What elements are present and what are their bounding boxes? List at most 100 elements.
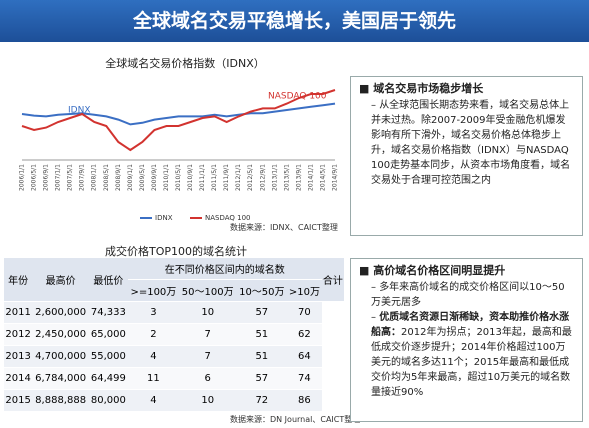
- table-cell: 74,333: [88, 301, 128, 324]
- table-cell: 64: [287, 345, 322, 368]
- table-cell: 57: [236, 301, 288, 324]
- table-header: 最高价: [32, 258, 89, 302]
- table-cell: 51: [236, 323, 288, 346]
- x-tick-label: 2008/1/1: [91, 164, 98, 191]
- table-cell: 2,450,000: [32, 323, 89, 346]
- x-tick-label: 2011/1/1: [199, 164, 206, 191]
- text-box: ■ 域名交易市场稳步增长 – 从全球范围长期态势来看，域名交易总体上并未过热。除…: [350, 76, 583, 236]
- table-cell: 6,784,000: [32, 367, 89, 390]
- table-cell: 2012: [4, 323, 33, 346]
- table-subheader: >=100万: [127, 279, 179, 302]
- x-tick-label: 2007/9/1: [79, 164, 86, 191]
- x-tick-label: 2010/5/1: [175, 164, 182, 191]
- x-tick-label: 2009/9/1: [151, 164, 158, 191]
- table: 年份 最高价 最低价 在不同价格区间内的域名数 合计 >=100万 50～100万 10～5…: [4, 258, 344, 412]
- table-cell: 70: [287, 301, 322, 324]
- x-tick-label: 2007/5/1: [67, 164, 74, 191]
- x-tick-label: 2010/1/1: [163, 164, 170, 191]
- x-tick-label: 2014/5/1: [319, 164, 326, 191]
- bullet: – 多年来高价域名的成交价格区间以10～50万美元居多: [371, 282, 565, 308]
- table-cell: 2011: [4, 301, 33, 324]
- x-tick-label: 2014/1/1: [307, 164, 314, 191]
- x-tick-label: 2010/9/1: [187, 164, 194, 191]
- x-tick-label: 2011/9/1: [223, 164, 230, 191]
- x-tick-label: 2012/9/1: [259, 164, 266, 191]
- box-title-text: 域名交易市场稳步增长: [373, 82, 484, 95]
- box-title: ■ 域名交易市场稳步增长: [359, 82, 484, 95]
- bullet-detail: 2012年为拐点；2013年起，最高和最低成交价逐步提升；2014年价格超过10…: [371, 327, 572, 398]
- table-cell: 8,888,888: [32, 389, 89, 412]
- table-subheader: 10～50万: [236, 279, 288, 302]
- text-box: ■ 高价域名价格区间明显提升 – 多年来高价域名的成交价格区间以10～50万美元…: [350, 258, 583, 422]
- table-row: 2014 6,784,000 64,499 11 6 57 74: [4, 367, 344, 390]
- table-cell: 3: [127, 301, 179, 324]
- x-tick-label: 2013/9/1: [295, 164, 302, 191]
- box-title-text: 高价域名价格区间明显提升: [373, 264, 506, 277]
- line: [21, 102, 336, 126]
- table-cell: 2,600,000: [32, 301, 89, 324]
- box-title: ■ 高价域名价格区间明显提升: [359, 264, 506, 277]
- table-cell: 10: [178, 301, 237, 324]
- annotation: IDNX: [68, 106, 90, 116]
- table-cell: 57: [236, 367, 288, 390]
- chart-source: 数据来源：IDNX、CAICT整理: [230, 223, 338, 232]
- annotation: NASDAQ 100: [268, 92, 327, 102]
- bullet: – 优质域名资源日渐稀缺，资本助推价格水涨船高：2012年为拐点；2013年起，…: [371, 312, 572, 398]
- x-tick-label: 2013/5/1: [283, 164, 290, 191]
- x-tick-label: 2008/5/1: [103, 164, 110, 191]
- table-cell: 80,000: [88, 389, 128, 412]
- table-cell: 72: [236, 389, 288, 412]
- x-tick-label: 2011/5/1: [211, 164, 218, 191]
- table-cell: 62: [287, 323, 322, 346]
- table-cell: 10: [178, 389, 237, 412]
- table-source: 数据来源：DN Journal、CAICT整理: [230, 415, 361, 424]
- table-header: 最低价: [88, 258, 128, 302]
- x-tick-label: 2006/1/1: [19, 164, 26, 191]
- table-cell: 64,499: [88, 367, 128, 390]
- table-header: 在不同价格区间内的域名数: [127, 258, 322, 280]
- table-cell: 2: [127, 323, 179, 346]
- table-subheader: 50～100万: [178, 279, 237, 302]
- x-tick-label: 2012/1/1: [235, 164, 242, 191]
- table-subheader: >10万: [287, 279, 322, 302]
- line: [21, 89, 336, 152]
- bullet-text: 多年来高价域名的成交价格区间以10～50万美元居多: [371, 282, 565, 308]
- bullet: – 从全球范围长期态势来看，域名交易总体上并未过热。除2007-2009年受金融…: [371, 100, 571, 186]
- x-tick-label: 2014/9/1: [332, 164, 339, 191]
- bullet-text: 从全球范围长期态势来看，域名交易总体上并未过热。除2007-2009年受金融危机…: [371, 100, 571, 186]
- table-title: 成交价格TOP100的域名统计: [105, 245, 248, 258]
- table-cell: 2014: [4, 367, 33, 390]
- legend-label: NASDAQ 100: [205, 214, 251, 222]
- table-cell: 51: [236, 345, 288, 368]
- x-tick-label: 2006/9/1: [43, 164, 50, 191]
- table-cell: 7: [178, 345, 237, 368]
- table-row: 2012 2,450,000 65,000 2 7 51 62: [4, 323, 344, 346]
- table-cell: 55,000: [88, 345, 128, 368]
- x-tick-label: 2012/5/1: [247, 164, 254, 191]
- table-cell: 65,000: [88, 323, 128, 346]
- table-row: 2011 2,600,000 74,333 3 10 57 70: [4, 301, 344, 324]
- chart-title: 全球域名交易价格指数（IDNX）: [105, 56, 264, 70]
- table-row: 2015 8,888,888 80,000 4 10 72 86: [4, 389, 344, 412]
- table-cell: 2013: [4, 345, 33, 368]
- chart: 全球域名交易价格指数（IDNX） 2006/1/1 2006/5/1 2006/9/…: [19, 56, 339, 222]
- banner-title: 全球域名交易平稳增长，美国居于领先: [0, 0, 589, 42]
- table-cell: 6: [178, 367, 237, 390]
- table-row: 2013 4,700,000 55,000 4 7 51 64: [4, 345, 344, 368]
- table-cell: 74: [287, 367, 322, 390]
- x-tick-label: 2007/1/1: [55, 164, 62, 191]
- table-cell: 86: [287, 389, 322, 412]
- table-header: 合计: [321, 258, 344, 302]
- table-cell: 11: [127, 367, 179, 390]
- bullet-text: 优质域名资源日渐稀缺，资本助推价格水涨船高：: [371, 312, 570, 338]
- table-cell: 4: [127, 345, 179, 368]
- x-tick-label: 2008/9/1: [115, 164, 122, 191]
- table-header: 年份: [4, 258, 33, 302]
- legend-label: IDNX: [155, 214, 173, 222]
- table-cell: 4: [127, 389, 179, 412]
- table-cell: 2015: [4, 389, 33, 412]
- x-tick-label: 2006/5/1: [31, 164, 38, 191]
- x-tick-label: 2013/1/1: [271, 164, 278, 191]
- table-cell: 4,700,000: [32, 345, 89, 368]
